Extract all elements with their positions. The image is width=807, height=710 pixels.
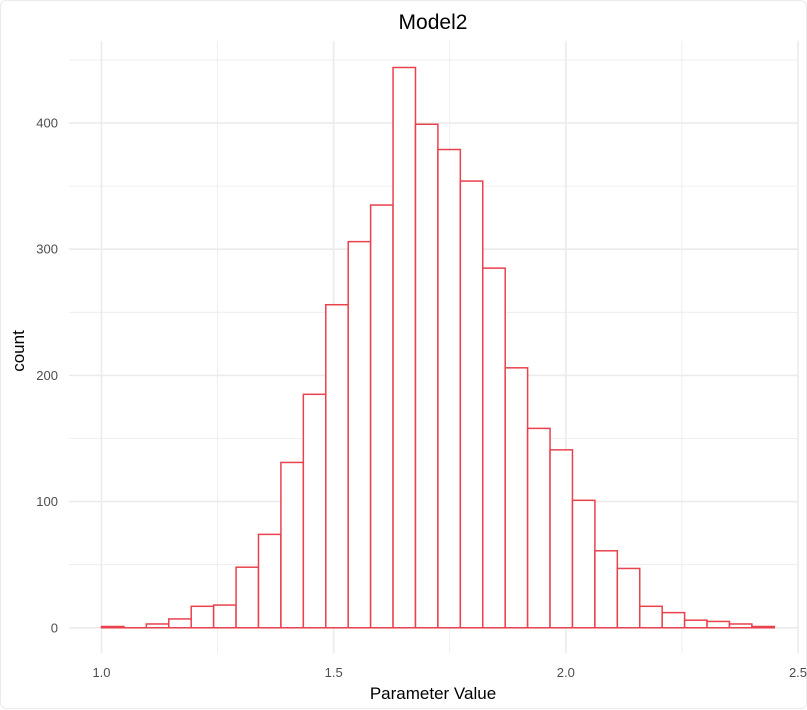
histogram-bar xyxy=(662,613,684,628)
y-axis-tick-labels: 0 100 200 300 400 xyxy=(36,116,58,636)
histogram-bar xyxy=(572,500,594,627)
x-tick-label: 1.0 xyxy=(92,665,110,680)
y-tick-label: 200 xyxy=(36,368,58,383)
histogram-bar xyxy=(528,428,550,627)
y-tick-label: 100 xyxy=(36,494,58,509)
histogram-bar xyxy=(617,568,639,627)
x-tick-label: 1.5 xyxy=(325,665,343,680)
x-axis-tick-labels: 1.0 1.5 2.0 2.5 xyxy=(92,665,807,680)
y-tick-label: 400 xyxy=(36,116,58,131)
histogram-bar xyxy=(707,621,729,627)
histogram-bar xyxy=(483,268,505,628)
histogram-bar xyxy=(550,450,572,628)
histogram-bar xyxy=(371,205,393,628)
histogram-bar xyxy=(281,462,303,627)
histogram-bar xyxy=(146,624,168,628)
histogram-bars xyxy=(102,67,775,627)
histogram-bar xyxy=(191,606,213,627)
histogram-bar xyxy=(303,394,325,627)
histogram-bar xyxy=(393,67,415,627)
histogram-bar xyxy=(236,567,258,628)
x-axis-title: Parameter Value xyxy=(370,684,496,703)
chart-title: Model2 xyxy=(399,11,468,34)
histogram-bar xyxy=(729,624,751,628)
histogram-bar xyxy=(595,551,617,628)
y-axis-title: count xyxy=(9,330,28,372)
histogram-bar xyxy=(438,150,460,628)
y-tick-label: 300 xyxy=(36,242,58,257)
histogram-bar xyxy=(685,620,707,628)
histogram-bar xyxy=(460,181,482,628)
x-tick-label: 2.5 xyxy=(789,665,807,680)
y-tick-label: 0 xyxy=(51,620,58,635)
histogram-bar xyxy=(640,606,662,627)
histogram-bar xyxy=(214,605,236,628)
histogram-bar xyxy=(348,242,370,628)
histogram-bar xyxy=(102,627,124,628)
histogram-bar xyxy=(326,305,348,628)
histogram-bar xyxy=(258,534,280,627)
histogram-bar xyxy=(505,368,527,628)
histogram-bar xyxy=(752,627,774,628)
x-tick-label: 2.0 xyxy=(557,665,575,680)
histogram-bar xyxy=(415,124,437,627)
histogram-bar xyxy=(169,619,191,628)
